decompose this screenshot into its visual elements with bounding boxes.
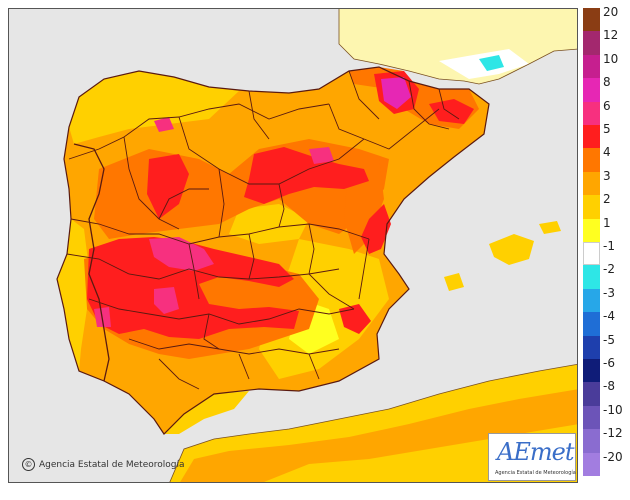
legend-swatch — [583, 429, 600, 453]
legend-swatch — [583, 78, 600, 102]
legend-label: 10 — [603, 51, 619, 66]
portugal-border — [73, 143, 110, 382]
legend-swatch — [583, 452, 600, 476]
aemet-logo: AEmet Agencia Estatal de Meteorología — [488, 433, 576, 481]
legend-swatch — [583, 54, 600, 79]
legend-label: 1 — [603, 215, 611, 230]
legend-swatch — [583, 405, 600, 430]
legend-swatch — [583, 382, 600, 406]
legend-swatch — [583, 8, 600, 32]
copyright-icon: © — [22, 458, 35, 471]
region-borders — [56, 66, 490, 435]
legend-label: -10 — [603, 402, 623, 417]
legend-label: -12 — [603, 426, 623, 441]
balearic-islands — [489, 234, 534, 265]
temperature-anomaly-map — [8, 8, 578, 483]
legend-swatch — [583, 359, 600, 383]
legend-label: 5 — [603, 122, 611, 136]
legend-label: -3 — [603, 285, 615, 300]
legend-label: 2 — [603, 192, 611, 207]
legend-swatch — [583, 171, 600, 196]
legend-label: 4 — [603, 145, 611, 160]
legend-label: 12 — [603, 28, 619, 43]
legend-swatch — [583, 31, 600, 55]
legend-swatch — [583, 288, 600, 313]
legend-swatch — [583, 265, 600, 289]
legend-colorbar: 20 12 10 8 6 5 4 3 2 1 -1 -2 -3 -4 -5 -6 -8 -10 -12 -20 — [583, 5, 629, 476]
legend-label: -4 — [603, 309, 615, 324]
legend-label: 8 — [603, 75, 611, 90]
legend-label: -2 — [603, 262, 615, 277]
legend-label: -8 — [603, 379, 615, 394]
legend-swatch — [583, 125, 600, 149]
legend-label: 20 — [603, 5, 619, 19]
legend-swatch — [583, 242, 600, 266]
credit-text: © Agencia Estatal de Meteorología — [22, 458, 185, 471]
legend-label: 6 — [603, 98, 611, 113]
logo-subtext: Agencia Estatal de Meteorología — [495, 470, 576, 476]
legend-swatch — [583, 312, 600, 336]
legend-label: -6 — [603, 356, 615, 370]
legend-swatch — [583, 218, 600, 242]
legend-swatch — [583, 195, 600, 219]
legend-swatch — [583, 148, 600, 172]
legend-label: -5 — [603, 332, 615, 347]
legend-label: 3 — [603, 168, 611, 183]
credit-label: Agencia Estatal de Meteorología — [39, 459, 185, 470]
legend-label: -20 — [603, 449, 623, 464]
legend-swatch — [583, 101, 600, 125]
legend-swatch — [583, 335, 600, 359]
legend-label: -1 — [603, 239, 615, 253]
logo-text: AEmet — [497, 438, 574, 466]
